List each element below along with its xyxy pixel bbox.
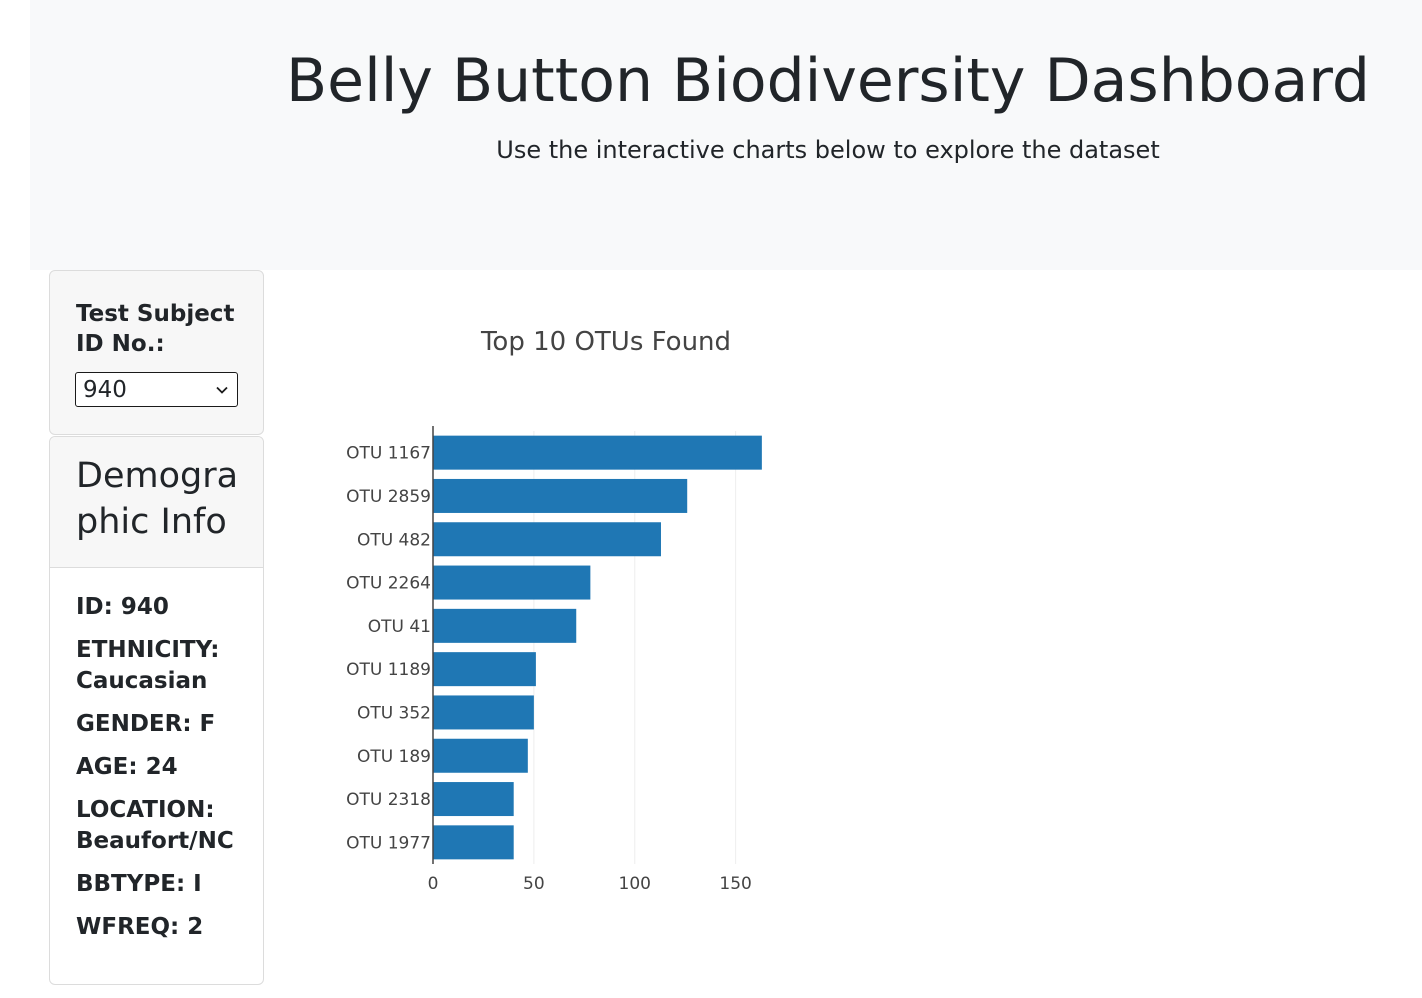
bar-otu-2264[interactable]: [433, 565, 591, 600]
page-subtitle: Use the interactive charts below to expl…: [496, 136, 1160, 164]
header-banner: Belly Button Biodiversity Dashboard Use …: [30, 0, 1422, 270]
demographic-item: LOCATION: Beaufort/NC: [76, 797, 234, 854]
demographics-header: Demographic Info: [50, 437, 263, 568]
bar-otu-2318[interactable]: [433, 782, 514, 817]
y-tick-label: OTU 1189: [346, 660, 431, 680]
bar-otu-482[interactable]: [433, 522, 661, 557]
demographic-item: ETHNICITY: Caucasian: [76, 637, 220, 694]
bar-otu-352[interactable]: [433, 695, 534, 730]
x-tick-label: 50: [523, 874, 545, 894]
bar-otu-1189[interactable]: [433, 652, 536, 687]
selector-card: Test Subject ID No.: 940: [49, 270, 264, 435]
y-tick-label: OTU 1167: [346, 444, 431, 464]
demographic-item: WFREQ: 2: [76, 914, 204, 940]
chevron-down-icon: [216, 386, 228, 394]
x-tick-label: 150: [719, 874, 751, 894]
otu-chart-container: Top 10 OTUs Found OTU 1167 OTU 2859 OTU 48…: [290, 295, 810, 915]
chart-title: Top 10 OTUs Found: [480, 327, 731, 357]
demographic-item: BBTYPE: I: [76, 871, 202, 897]
bar-otu-2859[interactable]: [433, 478, 688, 513]
demographic-item: GENDER: F: [76, 711, 216, 737]
otu-bar-chart: Top 10 OTUs Found OTU 1167 OTU 2859 OTU 48…: [346, 327, 762, 894]
y-tick-label: OTU 1977: [346, 833, 431, 853]
y-tick-label: OTU 189: [357, 747, 431, 767]
page-title: Belly Button Biodiversity Dashboard: [286, 46, 1370, 116]
bar-otu-41[interactable]: [433, 608, 577, 643]
demographic-item: AGE: 24: [76, 754, 178, 780]
bar-otu-189[interactable]: [433, 738, 528, 773]
subject-id-select[interactable]: 940: [75, 372, 238, 407]
y-tick-label: OTU 41: [368, 617, 431, 637]
bar-otu-1167[interactable]: [433, 435, 762, 470]
demographics-list: ID: 940 ETHNICITY: Caucasian GENDER: F AGE:…: [76, 592, 256, 955]
x-tick-label: 100: [619, 874, 651, 894]
y-tick-label: OTU 352: [357, 703, 431, 723]
y-tick-label: OTU 2859: [346, 487, 431, 507]
selector-label: Test Subject ID No.:: [76, 301, 235, 357]
y-tick-label: OTU 2264: [346, 574, 431, 594]
demographic-item: ID: 940: [76, 594, 169, 620]
bar-otu-1977[interactable]: [433, 825, 514, 860]
y-tick-label: OTU 2318: [346, 790, 431, 810]
select-current-value: 940: [83, 377, 127, 403]
x-tick-label: 0: [428, 874, 439, 894]
demographics-card: Demographic Info ID: 940 ETHNICITY: Cauca…: [49, 436, 264, 985]
y-tick-label: OTU 482: [357, 530, 431, 550]
demographics-title: Demographic Info: [76, 456, 239, 542]
